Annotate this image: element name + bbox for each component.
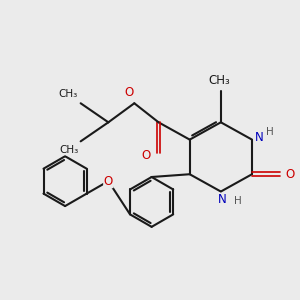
Text: H: H bbox=[266, 127, 274, 137]
Text: N: N bbox=[218, 193, 227, 206]
Text: CH₃: CH₃ bbox=[208, 74, 230, 87]
Text: N: N bbox=[255, 131, 263, 144]
Text: CH₃: CH₃ bbox=[60, 145, 79, 155]
Text: O: O bbox=[104, 175, 113, 188]
Text: O: O bbox=[286, 168, 295, 181]
Text: H: H bbox=[234, 196, 242, 206]
Text: CH₃: CH₃ bbox=[58, 89, 78, 99]
Text: O: O bbox=[142, 149, 151, 162]
Text: O: O bbox=[124, 86, 134, 99]
